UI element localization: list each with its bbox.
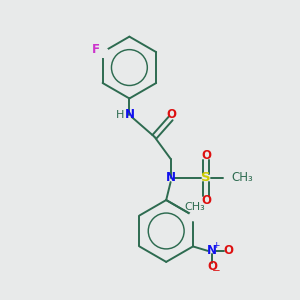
Text: +: +	[212, 241, 220, 250]
Text: O: O	[223, 244, 233, 257]
Text: O: O	[201, 194, 211, 207]
Text: N: N	[124, 108, 134, 121]
Text: F: F	[92, 43, 100, 56]
Text: O: O	[207, 260, 217, 273]
Text: O: O	[201, 148, 211, 161]
Text: −: −	[212, 266, 220, 276]
Text: H: H	[116, 110, 124, 120]
Text: S: S	[201, 172, 211, 184]
Text: N: N	[207, 244, 217, 257]
Text: O: O	[166, 108, 176, 121]
Text: CH₃: CH₃	[232, 172, 253, 184]
Text: N: N	[166, 172, 176, 184]
Text: CH₃: CH₃	[184, 202, 205, 212]
